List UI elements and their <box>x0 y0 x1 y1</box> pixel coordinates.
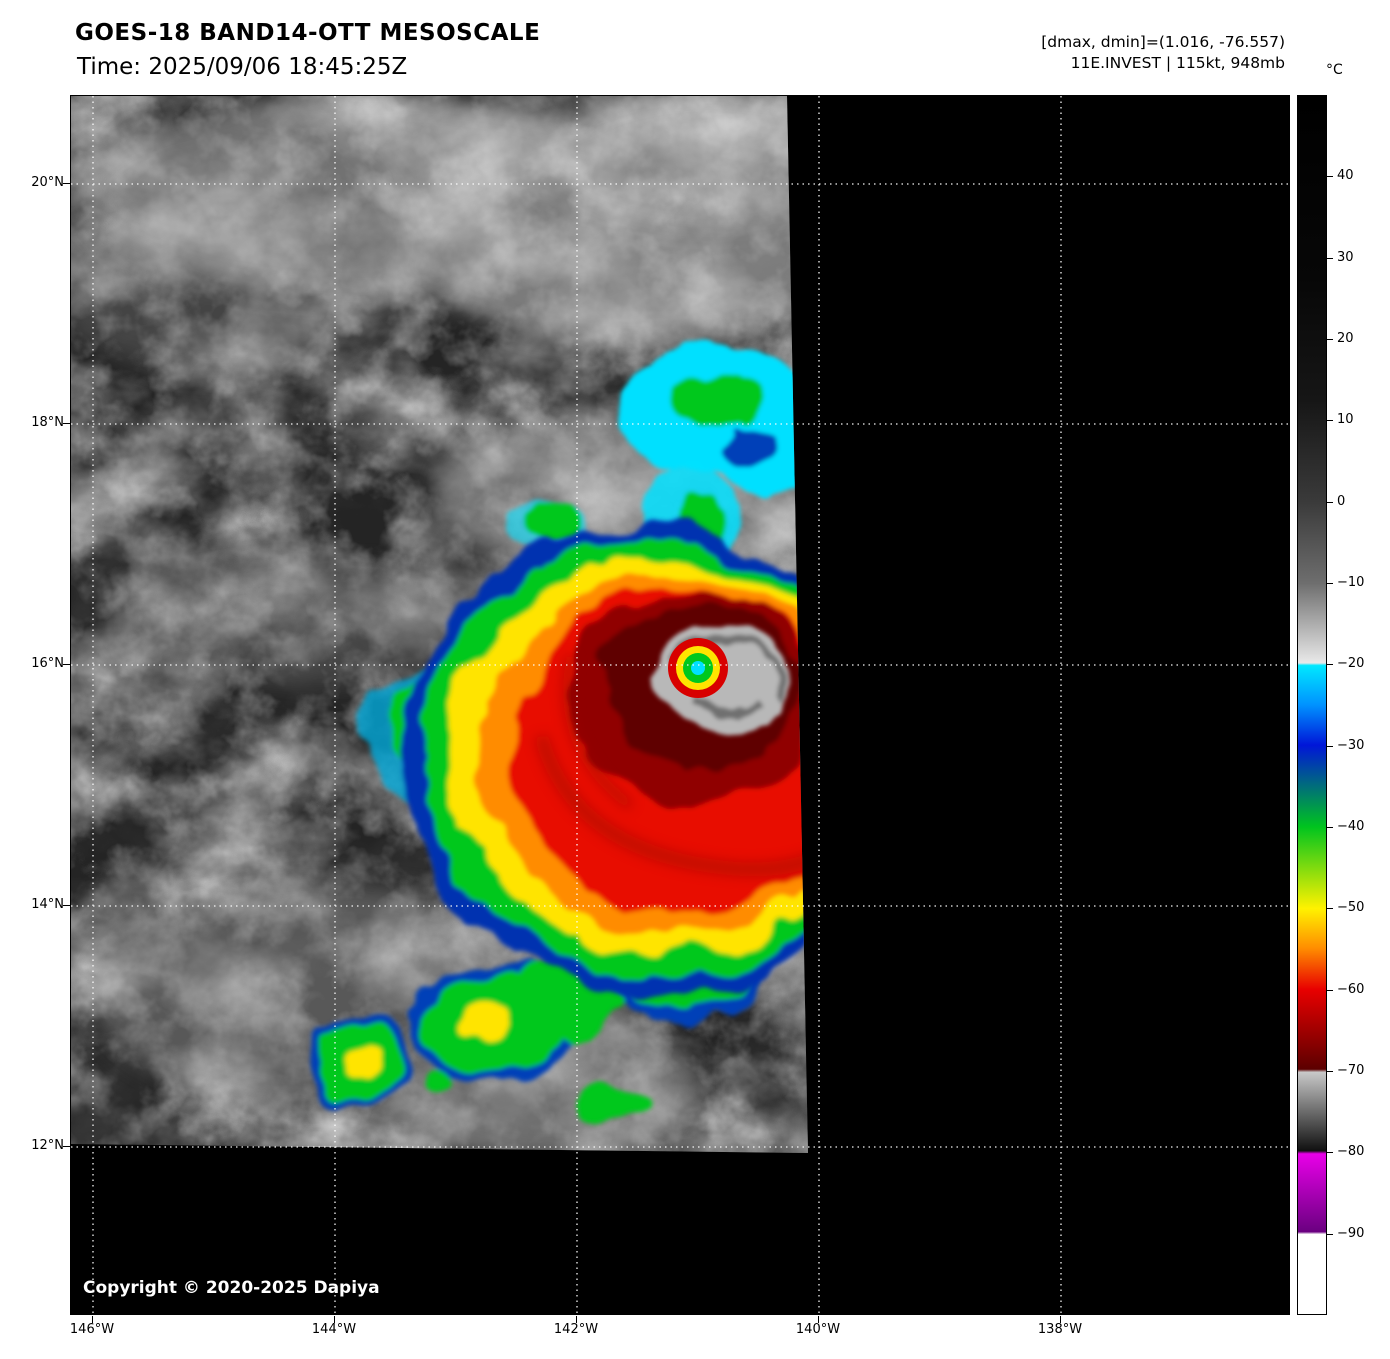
lon-tick <box>576 1316 577 1323</box>
lon-label-144w: 144°W <box>311 1322 357 1337</box>
copyright-notice: Copyright © 2020-2025 Dapiya <box>83 1278 380 1298</box>
colorbar-tick <box>1327 746 1333 747</box>
colorbar-tick <box>1327 339 1333 340</box>
lon-tick <box>1060 1316 1061 1323</box>
colorbar-label-30: 30 <box>1337 250 1354 265</box>
colorbar-label-m10: −10 <box>1337 575 1365 590</box>
colorbar-tick <box>1327 990 1333 991</box>
lat-label-18n: 18°N <box>31 415 64 430</box>
colorbar-label-0: 0 <box>1337 494 1346 509</box>
storm-eye <box>668 638 728 698</box>
colorbar-tick <box>1327 1071 1333 1072</box>
lat-tick <box>63 1146 70 1147</box>
colorbar-label-m90: −90 <box>1337 1226 1365 1241</box>
lon-tick <box>334 1316 335 1323</box>
colorbar-tick <box>1327 583 1333 584</box>
colorbar-label-m30: −30 <box>1337 738 1365 753</box>
colorbar-tick <box>1327 420 1333 421</box>
colorbar-label-10: 10 <box>1337 412 1354 427</box>
colorbar-label-m40: −40 <box>1337 819 1365 834</box>
spiral-banding <box>534 654 808 877</box>
lon-label-140w: 140°W <box>795 1322 841 1337</box>
data-swath <box>71 96 808 1153</box>
colorbar-tick <box>1327 1152 1333 1153</box>
colorbar-label-40: 40 <box>1337 168 1354 183</box>
satellite-map: Copyright © 2020-2025 Dapiya <box>70 95 1290 1315</box>
colorbar-tick <box>1327 664 1333 665</box>
colorbar-unit-label: °C <box>1326 62 1343 78</box>
lon-label-142w: 142°W <box>553 1322 599 1337</box>
colorbar-label-m80: −80 <box>1337 1144 1365 1159</box>
colorbar-tick <box>1327 176 1333 177</box>
colorbar-tick <box>1327 258 1333 259</box>
colorbar-label-m20: −20 <box>1337 656 1365 671</box>
lat-label-12n: 12°N <box>31 1138 64 1153</box>
dmax-dmin-readout: [dmax, dmin]=(1.016, -76.557) <box>1041 33 1285 51</box>
colorbar-label-m50: −50 <box>1337 900 1365 915</box>
colorbar-label-m60: −60 <box>1337 982 1365 997</box>
colorbar-tick <box>1327 1234 1333 1235</box>
colorbar-label-20: 20 <box>1337 331 1354 346</box>
lon-tick <box>92 1316 93 1323</box>
colorbar-label-m70: −70 <box>1337 1063 1365 1078</box>
colorbar-tick <box>1327 827 1333 828</box>
lat-tick <box>63 664 70 665</box>
lat-label-14n: 14°N <box>31 897 64 912</box>
colorbar-tick <box>1327 908 1333 909</box>
lon-label-138w: 138°W <box>1037 1322 1083 1337</box>
satellite-imagery <box>71 96 1289 1314</box>
product-time: Time: 2025/09/06 18:45:25Z <box>77 54 408 80</box>
storm-info-readout: 11E.INVEST | 115kt, 948mb <box>1070 54 1285 72</box>
temperature-colorbar <box>1297 95 1327 1315</box>
product-title: GOES-18 BAND14-OTT MESOSCALE <box>75 20 541 46</box>
lat-label-16n: 16°N <box>31 656 64 671</box>
lon-label-146w: 146°W <box>69 1322 115 1337</box>
lat-label-20n: 20°N <box>31 175 64 190</box>
lat-tick <box>63 905 70 906</box>
colorbar-tick <box>1327 502 1333 503</box>
header-meta: [dmax, dmin]=(1.016, -76.557) 11E.INVEST… <box>1041 32 1285 74</box>
lat-tick <box>63 423 70 424</box>
lat-tick <box>63 183 70 184</box>
lon-tick <box>818 1316 819 1323</box>
gray-cloud-decks <box>71 96 808 1153</box>
